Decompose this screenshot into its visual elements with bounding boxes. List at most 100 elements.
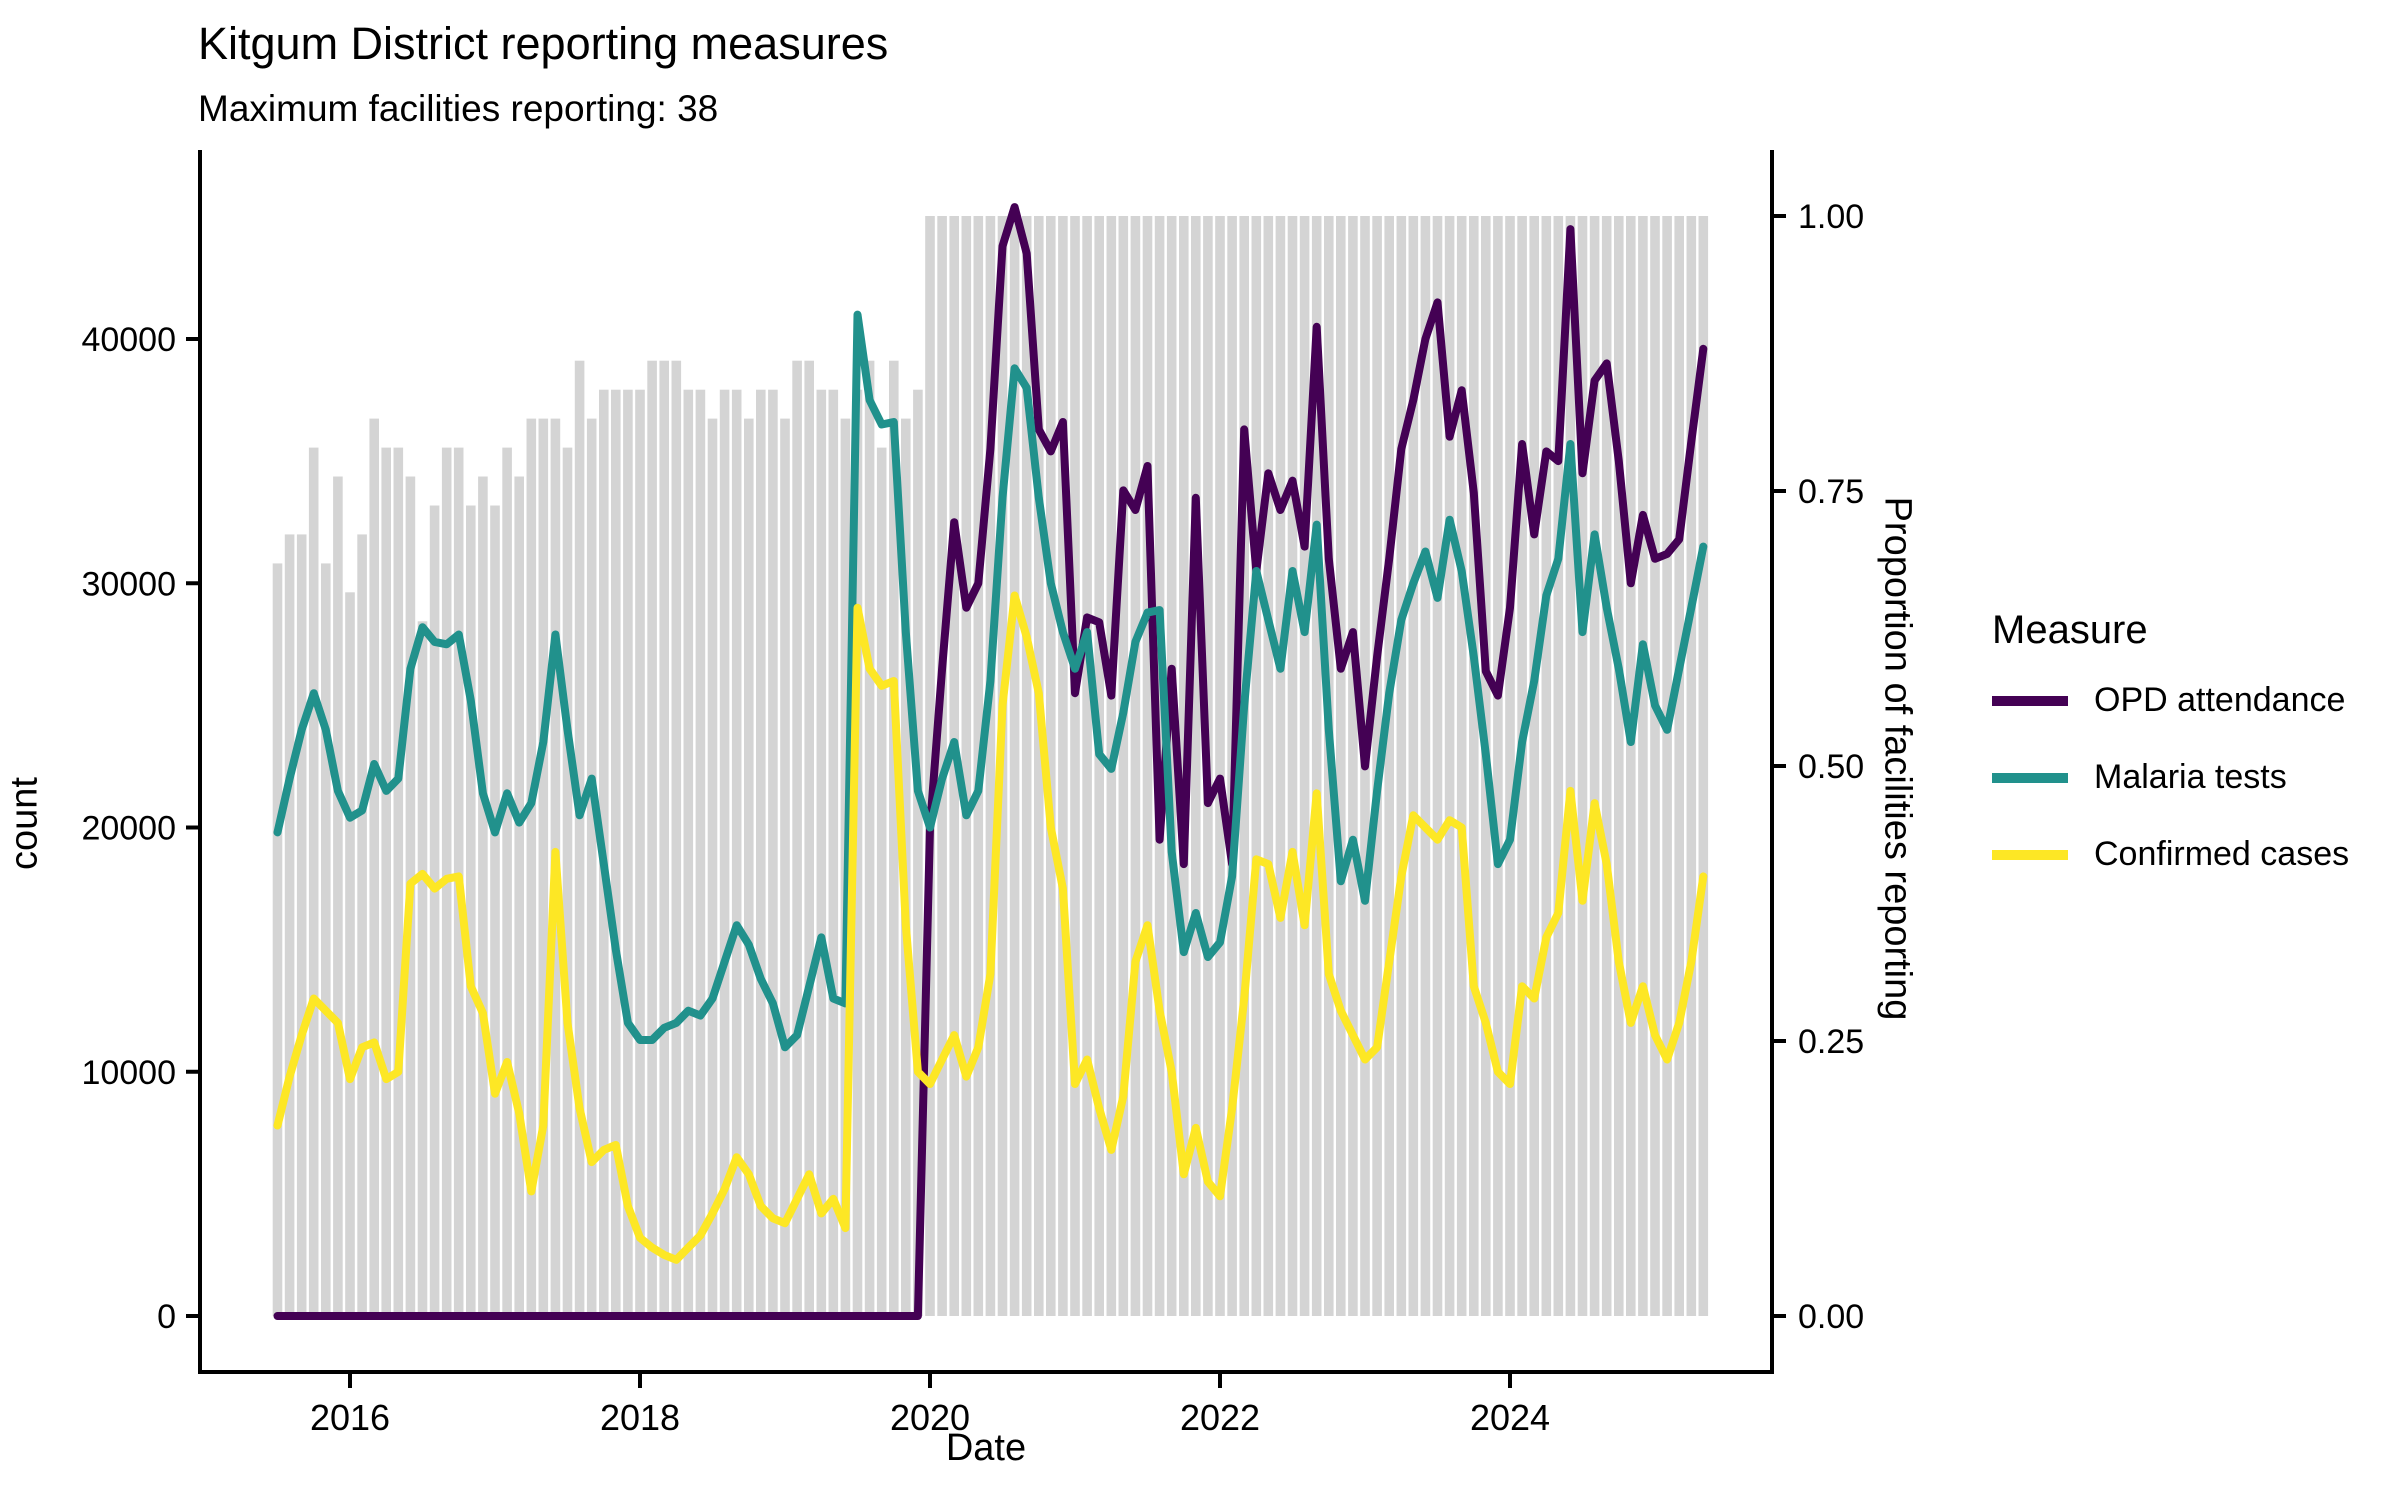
facility-reporting-bar xyxy=(828,389,839,1316)
facility-reporting-bar xyxy=(1287,216,1298,1316)
y-right-tick-label: 0.75 xyxy=(1798,473,1864,511)
y-left-tick-label: 30000 xyxy=(81,565,176,603)
facility-reporting-bar xyxy=(381,447,391,1317)
facility-reporting-bar xyxy=(1553,216,1564,1316)
facility-reporting-bar xyxy=(1311,216,1322,1316)
facility-reporting-bar xyxy=(635,389,645,1316)
facility-reporting-bar xyxy=(514,476,524,1316)
facility-reporting-bar xyxy=(1614,216,1624,1316)
facility-reporting-bar xyxy=(562,447,573,1317)
facility-reporting-bar xyxy=(780,418,790,1317)
legend-item-opd: OPD attendance xyxy=(1992,681,2349,720)
facility-reporting-bar xyxy=(1094,216,1104,1316)
facility-reporting-bar xyxy=(466,505,476,1316)
line-opd-attendance xyxy=(273,203,1708,1320)
facility-reporting-bar xyxy=(526,418,537,1317)
facility-reporting-bar xyxy=(1541,216,1552,1316)
facility-reporting-bar xyxy=(695,389,706,1316)
facility-reporting-bar xyxy=(744,418,754,1317)
facility-reporting-bar xyxy=(502,447,512,1317)
y-left-tick-label: 40000 xyxy=(81,321,176,359)
legend-label: Malaria tests xyxy=(2094,758,2287,796)
x-tick-label: 2018 xyxy=(600,1397,680,1438)
facility-reporting-bar xyxy=(961,216,972,1316)
facility-reporting-bar xyxy=(1251,216,1262,1316)
facility-reporting-bar xyxy=(1239,216,1249,1316)
facility-reporting-bar xyxy=(1082,216,1092,1316)
y-left-tick-label: 20000 xyxy=(81,810,176,848)
facility-reporting-bar xyxy=(876,447,887,1317)
facility-reporting-bar xyxy=(538,418,549,1317)
legend: Measure OPD attendance Malaria tests Con… xyxy=(1992,608,2349,912)
malaria-line-swatch-icon xyxy=(1992,772,2068,783)
facility-reporting-bar xyxy=(1456,216,1467,1316)
facility-reporting-bar xyxy=(429,505,440,1316)
facility-reporting-bar xyxy=(1505,216,1515,1316)
facility-reporting-bar xyxy=(1021,216,1032,1316)
y-right-tick-label: 0.50 xyxy=(1798,748,1864,786)
facility-reporting-bar xyxy=(272,563,283,1316)
facility-reporting-bar xyxy=(756,389,766,1316)
line-malaria-tests xyxy=(273,310,1708,1052)
confirmed-line-swatch-icon xyxy=(1992,849,2068,860)
facility-reporting-bar xyxy=(707,418,718,1317)
facility-reporting-bar xyxy=(683,389,694,1316)
facility-reporting-bar xyxy=(1336,216,1346,1316)
facility-reporting-bar xyxy=(1626,216,1636,1316)
facility-reporting-bar xyxy=(417,621,428,1316)
facility-reporting-bar xyxy=(586,418,597,1317)
facility-reporting-bar xyxy=(925,216,935,1316)
facility-reporting-bar xyxy=(1009,216,1020,1316)
y-right-tick-label: 0.25 xyxy=(1798,1023,1864,1061)
line-confirmed-cases xyxy=(273,591,1708,1264)
legend-label: Confirmed cases xyxy=(2094,835,2350,873)
facility-reporting-bar xyxy=(792,360,802,1316)
facility-reporting-bar xyxy=(296,534,307,1316)
facility-reporting-bar xyxy=(574,360,585,1316)
facility-reporting-bar xyxy=(1263,216,1274,1316)
facility-reporting-bar xyxy=(478,476,488,1316)
facility-reporting-bar xyxy=(1662,216,1672,1316)
facility-reporting-bar xyxy=(1432,216,1443,1316)
legend-item-malaria: Malaria tests xyxy=(1992,758,2349,797)
facility-reporting-bar xyxy=(1650,216,1660,1316)
facility-reporting-bar xyxy=(889,360,899,1316)
facility-reporting-bar xyxy=(611,389,621,1316)
facility-reporting-bar xyxy=(913,389,923,1316)
x-tick-label: 2024 xyxy=(1470,1397,1550,1438)
facility-reporting-bar xyxy=(1577,216,1588,1316)
facility-reporting-bar xyxy=(1601,216,1612,1316)
facility-reporting-bar xyxy=(731,389,742,1316)
facility-reporting-bar xyxy=(345,592,355,1316)
facility-reporting-bar xyxy=(1118,216,1129,1316)
facility-reporting-bar xyxy=(1070,216,1080,1316)
facility-reporting-bar xyxy=(1420,216,1431,1316)
opd-line-swatch-icon xyxy=(1992,695,2068,706)
facility-reporting-bar xyxy=(1348,216,1358,1316)
chart-subtitle: Maximum facilities reporting: 38 xyxy=(198,88,719,129)
facility-reporting-bar xyxy=(1638,216,1648,1316)
facility-reporting-bar xyxy=(308,447,319,1317)
facility-reporting-bar xyxy=(1215,216,1225,1316)
facility-reporting-bar xyxy=(1686,216,1697,1316)
facility-reporting-bar xyxy=(1529,216,1539,1316)
legend-label: OPD attendance xyxy=(2094,681,2346,719)
facility-reporting-bar xyxy=(852,389,863,1316)
x-tick-label: 2016 xyxy=(310,1397,390,1438)
facility-reporting-bar xyxy=(321,563,331,1316)
facility-reporting-bar xyxy=(490,505,500,1316)
facility-reporting-bar xyxy=(1589,216,1600,1316)
facility-reporting-bar xyxy=(816,389,827,1316)
facility-reporting-bar xyxy=(1384,216,1394,1316)
legend-item-confirmed: Confirmed cases xyxy=(1992,835,2349,874)
facility-reporting-bar xyxy=(804,360,814,1316)
y-right-tick-label: 0.00 xyxy=(1798,1298,1864,1336)
y-right-tick-label: 1.00 xyxy=(1798,198,1864,236)
x-tick-label: 2022 xyxy=(1180,1397,1260,1438)
chart-title: Kitgum District reporting measures xyxy=(198,18,889,69)
facility-reporting-bar xyxy=(1166,216,1177,1316)
facility-reporting-bar xyxy=(333,476,343,1316)
facility-reporting-bar xyxy=(864,360,875,1316)
facility-reporting-bar xyxy=(671,360,682,1316)
